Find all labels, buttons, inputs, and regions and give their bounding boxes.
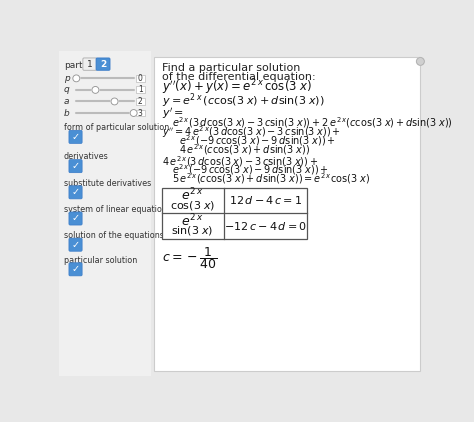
Bar xyxy=(136,75,145,82)
Text: $\cos(3\;x)$: $\cos(3\;x)$ xyxy=(170,199,215,212)
Text: $y''(x) + y(x) = \mathit{e}^{2\,x}\,\cos(3\;x)$: $y''(x) + y(x) = \mathit{e}^{2\,x}\,\cos… xyxy=(162,78,311,97)
Text: ✓: ✓ xyxy=(72,264,80,274)
Circle shape xyxy=(73,75,80,82)
Bar xyxy=(136,87,145,93)
FancyBboxPatch shape xyxy=(69,160,82,173)
Text: $\mathit{e}^{2\,x}(-9\,c\cos(3\;x) - 9\,d\sin(3\;x)) +$: $\mathit{e}^{2\,x}(-9\,c\cos(3\;x) - 9\,… xyxy=(179,133,336,148)
Text: derivatives: derivatives xyxy=(64,152,109,161)
Text: system of linear equations: system of linear equations xyxy=(64,205,171,214)
Text: $4\,\mathit{e}^{2\,x}(c\cos(3\;x) + d\sin(3\;x))$: $4\,\mathit{e}^{2\,x}(c\cos(3\;x) + d\si… xyxy=(179,142,310,157)
Text: of the differential equation:: of the differential equation: xyxy=(162,72,315,82)
Text: 0: 0 xyxy=(138,74,143,83)
Text: q: q xyxy=(64,85,70,95)
Text: $5\,\mathit{e}^{2\,x}(c\cos(3\;x) + d\sin(3\;x)) = \mathit{e}^{2\,x}\cos(3\;x)$: $5\,\mathit{e}^{2\,x}(c\cos(3\;x) + d\si… xyxy=(173,171,370,186)
Bar xyxy=(162,188,307,238)
Text: 1: 1 xyxy=(87,60,93,69)
FancyBboxPatch shape xyxy=(69,263,82,276)
Text: 2: 2 xyxy=(100,60,106,69)
Circle shape xyxy=(130,110,137,116)
Text: 3: 3 xyxy=(138,108,143,117)
FancyBboxPatch shape xyxy=(83,58,97,70)
Bar xyxy=(59,51,151,376)
Text: form of particular solution: form of particular solution xyxy=(64,123,169,132)
Text: $y = \mathit{e}^{2\,x}\,(c\cos(3\;x) + d\sin(3\;x))$: $y = \mathit{e}^{2\,x}\,(c\cos(3\;x) + d… xyxy=(162,92,324,110)
FancyBboxPatch shape xyxy=(69,186,82,199)
Bar xyxy=(154,57,420,371)
Text: $\mathit{e}^{2\,x}(3\,d\cos(3\;x) - 3\,c\sin(3\;x)) + 2\,\mathit{e}^{2\,x}(c\cos: $\mathit{e}^{2\,x}(3\,d\cos(3\;x) - 3\,c… xyxy=(173,116,453,130)
Text: $-12\,c - 4\,d = 0$: $-12\,c - 4\,d = 0$ xyxy=(224,220,307,232)
Text: 2: 2 xyxy=(138,97,143,106)
Bar xyxy=(136,110,145,116)
Text: a: a xyxy=(64,97,69,106)
Text: $12\,d - 4\,c = 1$: $12\,d - 4\,c = 1$ xyxy=(229,195,302,206)
Text: ✓: ✓ xyxy=(72,132,80,142)
Text: $\sin(3\;x)$: $\sin(3\;x)$ xyxy=(172,225,214,237)
Text: ✓: ✓ xyxy=(72,161,80,171)
Text: part: part xyxy=(64,61,82,70)
Text: solution of the equations: solution of the equations xyxy=(64,231,164,240)
Text: $\mathit{e}^{2\,x}$: $\mathit{e}^{2\,x}$ xyxy=(181,213,204,229)
Text: $\mathit{e}^{2\,x}$: $\mathit{e}^{2\,x}$ xyxy=(181,187,204,204)
Text: $\mathit{e}^{2\,x}(-9\,c\cos(3\;x) - 9\,d\sin(3\;x)) +$: $\mathit{e}^{2\,x}(-9\,c\cos(3\;x) - 9\,… xyxy=(173,162,329,177)
FancyBboxPatch shape xyxy=(69,130,82,143)
Bar xyxy=(136,98,145,105)
Text: substitute derivatives: substitute derivatives xyxy=(64,179,151,188)
Text: $c = -\dfrac{1}{40}$: $c = -\dfrac{1}{40}$ xyxy=(162,246,217,271)
Text: $4\,\mathit{e}^{2\,x}(3\,d\cos(3\;x) - 3\,c\sin(3\;x)) +$: $4\,\mathit{e}^{2\,x}(3\,d\cos(3\;x) - 3… xyxy=(162,154,318,169)
Circle shape xyxy=(92,87,99,93)
Text: b: b xyxy=(64,108,70,117)
Text: ✓: ✓ xyxy=(72,214,80,224)
Circle shape xyxy=(417,57,424,65)
Text: ✓: ✓ xyxy=(72,187,80,197)
Text: $y' =$: $y' =$ xyxy=(162,106,183,121)
FancyBboxPatch shape xyxy=(96,58,110,70)
FancyBboxPatch shape xyxy=(69,212,82,225)
Text: $y'' = 4\,\mathit{e}^{2\,x}(3\,d\cos(3\;x) - 3\,c\sin(3\;x)) +$: $y'' = 4\,\mathit{e}^{2\,x}(3\,d\cos(3\;… xyxy=(162,124,341,140)
Text: 1: 1 xyxy=(138,85,143,95)
Text: p: p xyxy=(64,74,70,83)
FancyBboxPatch shape xyxy=(69,238,82,251)
Text: particular solution: particular solution xyxy=(64,256,137,265)
Circle shape xyxy=(111,98,118,105)
Text: ✓: ✓ xyxy=(72,240,80,250)
Text: Find a particular solution: Find a particular solution xyxy=(162,62,300,73)
